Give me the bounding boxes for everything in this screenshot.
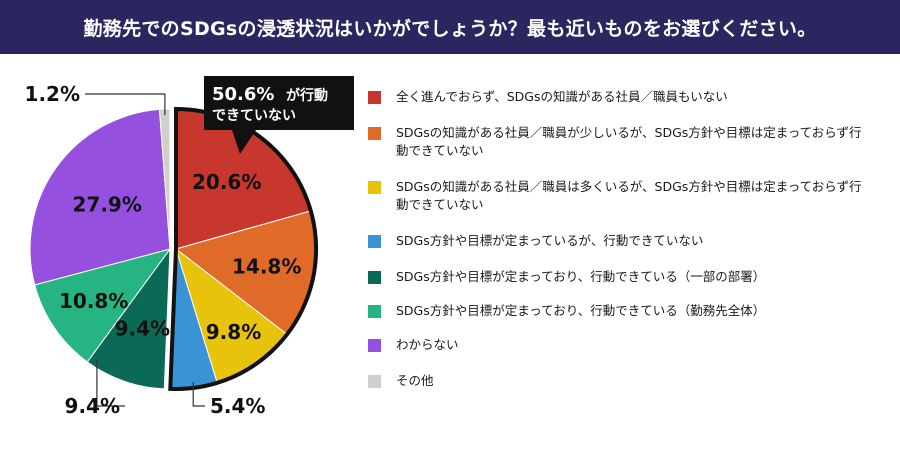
legend-swatch <box>368 305 381 318</box>
chart-title: 勤務先でのSDGsの浸透状況はいかがでしょうか？最も近いものをお選びください。 <box>83 17 817 40</box>
leader-line <box>96 358 125 407</box>
legend-item: SDGs方針や目標が定まっているが、行動できていない <box>368 232 866 250</box>
legend-label: その他 <box>396 373 434 388</box>
legend-item: SDGs方針や目標が定まっており、行動できている（勤務先全体） <box>368 302 866 320</box>
legend-label: わからない <box>396 337 459 352</box>
callout-caption-line1: が行動 <box>286 87 328 104</box>
legend-swatch <box>368 91 381 104</box>
slice-data-label: 20.6% <box>192 170 261 194</box>
legend-swatch <box>368 127 381 140</box>
pie-slice <box>86 247 171 390</box>
legend-label: SDGs方針や目標が定まっており、行動できている（勤務先全体） <box>396 303 766 318</box>
pie-slice <box>34 248 172 363</box>
leader-line <box>85 93 166 116</box>
slice-data-label: 9.4% <box>115 316 170 340</box>
legend-label: 全く進んでおらず、SDGsの知識がある社員／職員もいない <box>396 89 728 104</box>
pie-slice <box>29 108 171 286</box>
legend-label: SDGs方針や目標が定まっており、行動できている（一部の部署） <box>396 269 766 284</box>
legend-label: SDGsの知識がある社員／職員は多くいるが、SDGs方針や目標は定まっておらず行… <box>396 179 862 212</box>
legend-swatch <box>368 375 381 388</box>
legend-swatch <box>368 235 381 248</box>
slice-data-label: 9.8% <box>206 320 261 344</box>
legend-label: SDGs方針や目標が定まっているが、行動できていない <box>396 233 704 248</box>
legend-item: わからない <box>368 336 866 354</box>
callout-box <box>204 76 354 130</box>
leader-line <box>192 381 205 407</box>
chart-title-banner: 勤務先でのSDGsの浸透状況はいかがでしょうか？最も近いものをお選びください。 <box>0 0 900 54</box>
slice-data-label: 14.8% <box>232 255 301 279</box>
legend-item: SDGsの知識がある社員／職員は多くいるが、SDGs方針や目標は定まっておらず行… <box>368 178 866 214</box>
slice-data-label: 10.8% <box>59 289 128 313</box>
pie-chart: 20.6% 14.8% 9.8% 9.4% 10.8% 27.9% 5.4% 9.4% 1.2%… <box>25 76 354 418</box>
legend-item: その他 <box>368 372 866 390</box>
callout-caption-line2: できていない <box>212 108 296 124</box>
slice-data-label: 27.9% <box>73 192 142 216</box>
legend-item: SDGsの知識がある社員／職員が少しいるが、SDGs方針や目標は定まっておらず行… <box>368 124 866 160</box>
legend-swatch <box>368 271 381 284</box>
legend-swatch <box>368 181 381 194</box>
legend-label: SDGsの知識がある社員／職員が少しいるが、SDGs方針や目標は定まっておらず行… <box>396 125 862 158</box>
legend-item: 全く進んでおらず、SDGsの知識がある社員／職員もいない <box>368 88 866 106</box>
legend-item: SDGs方針や目標が定まっており、行動できている（一部の部署） <box>368 268 866 286</box>
slice-data-label: 5.4% <box>210 394 265 418</box>
callout-value: 50.6% <box>212 84 274 105</box>
callout-pointer <box>232 130 256 154</box>
slice-data-label: 9.4% <box>65 394 120 418</box>
slice-data-label: 1.2% <box>25 82 80 106</box>
legend-swatch <box>368 339 381 352</box>
